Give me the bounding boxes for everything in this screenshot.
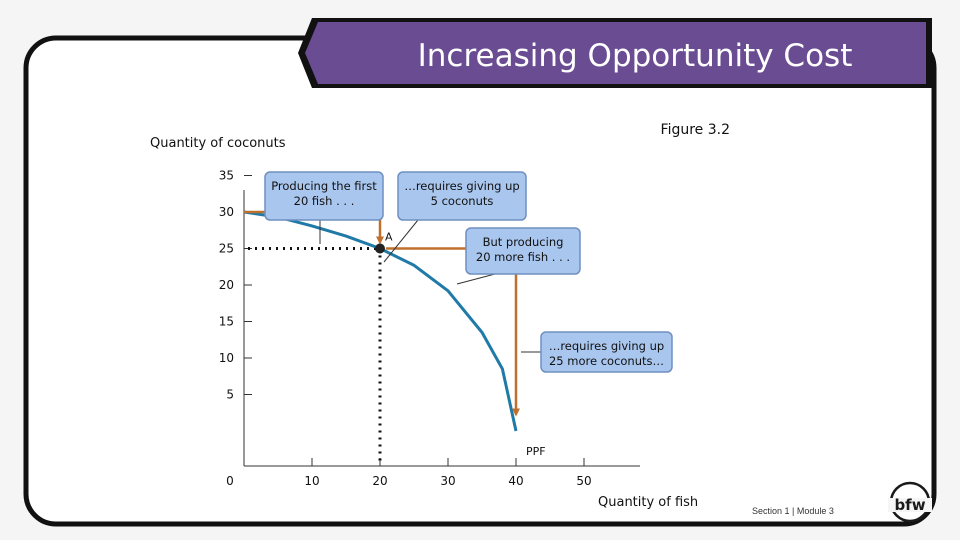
callout-box	[264, 171, 384, 221]
callout-give-up-5: …requires giving up 5 coconuts	[397, 171, 527, 221]
point-a-label: A	[385, 231, 393, 244]
callout-leader	[456, 273, 496, 285]
y-tick-label: 25	[219, 242, 234, 256]
callout-text: …requires giving up 25 more coconuts…	[549, 339, 664, 368]
point-layer: A	[375, 231, 393, 254]
x-tick-label: 20	[372, 474, 387, 488]
slide-card	[23, 35, 937, 527]
y-tick-label: 30	[219, 205, 234, 219]
y-ticks: 5 10 15 20 25 30 35	[219, 169, 252, 402]
series-label-ppf: PPF	[526, 445, 546, 458]
x-tick-label: 50	[576, 474, 591, 488]
y-tick-label: 20	[219, 278, 234, 292]
ppf-curve	[243, 210, 518, 432]
callout-text: Producing the first 20 fish . . .	[271, 179, 377, 208]
x-tick-label: 0	[226, 474, 234, 488]
callout-give-up-25: …requires giving up 25 more coconuts…	[540, 331, 673, 373]
x-tick-label: 30	[440, 474, 455, 488]
callout-box	[540, 331, 673, 373]
x-axis-label: Quantity of fish	[598, 495, 698, 510]
callout-next-20-fish: But producing 20 more fish . . .	[465, 227, 581, 275]
callout-box	[397, 171, 527, 221]
y-tick-label: 15	[219, 315, 234, 329]
y-tick-label: 5	[226, 388, 234, 402]
x-ticks: 0 10 20 30 40 50	[226, 458, 592, 488]
x-tick-label: 10	[304, 474, 319, 488]
y-tick-label: 35	[219, 169, 234, 183]
bfw-logo: bfw	[888, 481, 932, 523]
callout-text: But producing 20 more fish . . .	[476, 235, 570, 264]
callout-leader	[383, 219, 419, 263]
callout-text: …requires giving up 5 coconuts	[404, 179, 519, 208]
callout-leaders	[319, 219, 541, 353]
svg-text:bfw: bfw	[894, 496, 925, 514]
callout-first-20-fish: Producing the first 20 fish . . .	[264, 171, 384, 221]
title-banner	[298, 18, 932, 88]
y-axis-label: Quantity of coconuts	[150, 136, 286, 151]
y-tick-label: 10	[219, 351, 234, 365]
point-a-marker	[375, 243, 385, 254]
callout-box	[465, 227, 581, 275]
callouts: Producing the first 20 fish . . . …require…	[264, 171, 673, 373]
figure-label: Figure 3.2	[661, 122, 730, 138]
slide-title: Increasing Opportunity Cost	[418, 38, 853, 74]
dotted-guides	[248, 247, 382, 462]
footer-section-label: Section 1 | Module 3	[752, 506, 834, 516]
x-tick-label: 40	[508, 474, 523, 488]
